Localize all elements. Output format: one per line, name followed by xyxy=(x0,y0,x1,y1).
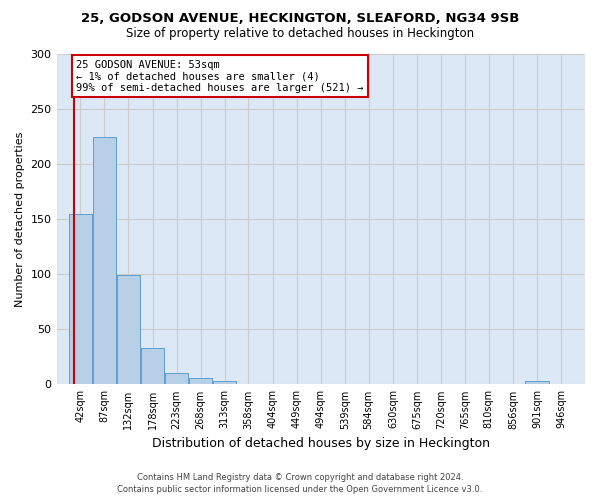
Bar xyxy=(141,348,164,385)
Bar xyxy=(189,378,212,384)
Bar xyxy=(116,276,140,384)
Text: Size of property relative to detached houses in Heckington: Size of property relative to detached ho… xyxy=(126,28,474,40)
Bar xyxy=(526,381,549,384)
Bar xyxy=(213,381,236,384)
Bar xyxy=(92,136,116,384)
Bar xyxy=(69,214,92,384)
Text: Contains HM Land Registry data © Crown copyright and database right 2024.
Contai: Contains HM Land Registry data © Crown c… xyxy=(118,472,482,494)
Text: 25, GODSON AVENUE, HECKINGTON, SLEAFORD, NG34 9SB: 25, GODSON AVENUE, HECKINGTON, SLEAFORD,… xyxy=(81,12,519,26)
Bar xyxy=(165,374,188,384)
Y-axis label: Number of detached properties: Number of detached properties xyxy=(15,132,25,307)
Text: 25 GODSON AVENUE: 53sqm
← 1% of detached houses are smaller (4)
99% of semi-deta: 25 GODSON AVENUE: 53sqm ← 1% of detached… xyxy=(76,60,364,92)
X-axis label: Distribution of detached houses by size in Heckington: Distribution of detached houses by size … xyxy=(152,437,490,450)
